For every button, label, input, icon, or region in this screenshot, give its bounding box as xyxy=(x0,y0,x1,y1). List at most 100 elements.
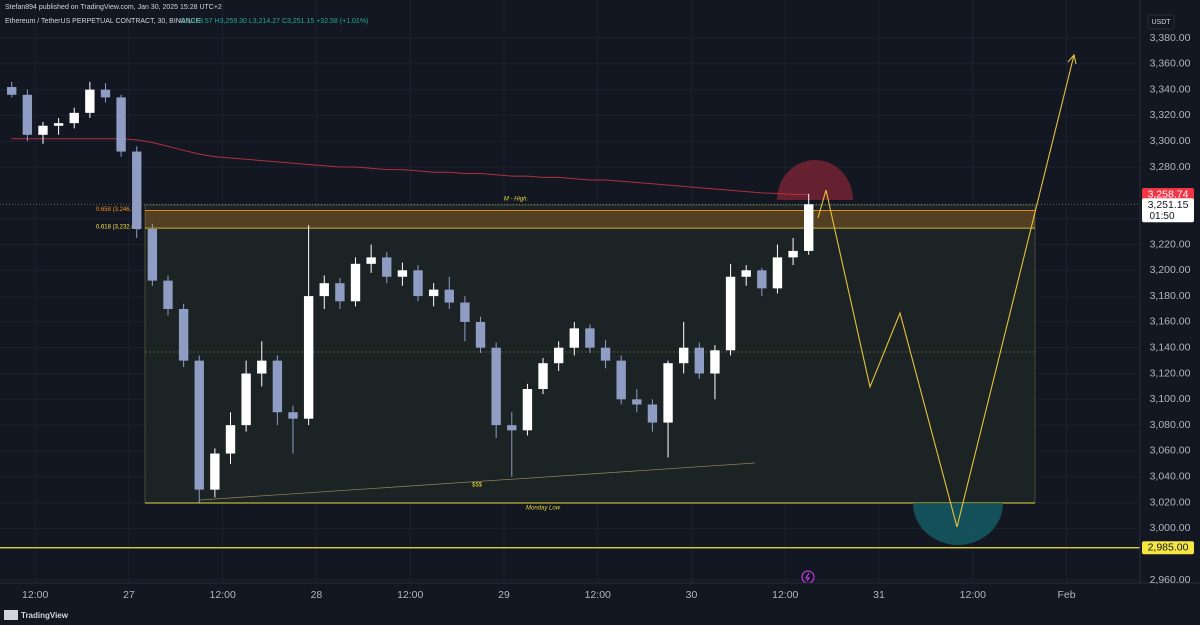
y-tick-label: 3,120.00 xyxy=(1150,367,1191,379)
fib-label: 0.618 (3,232.65) xyxy=(96,225,140,231)
y-tick-label: 3,060.00 xyxy=(1150,445,1191,457)
symbol-title: Ethereum / TetherUS PERPETUAL CONTRACT, … xyxy=(5,18,201,25)
range-box xyxy=(144,204,1036,504)
candle-body xyxy=(725,276,736,351)
candle-body xyxy=(444,289,454,303)
y-tick-label: 3,360.00 xyxy=(1150,58,1191,70)
candle-body xyxy=(53,123,64,126)
price-badge xyxy=(1142,541,1194,555)
red-semicircle xyxy=(777,160,853,200)
currency: USDT xyxy=(1151,19,1171,26)
candle-body xyxy=(366,257,376,264)
y-tick-label: 3,000.00 xyxy=(1150,522,1191,534)
y-tick-label: 3,140.00 xyxy=(1150,341,1191,353)
y-tick-label: 3,380.00 xyxy=(1150,32,1191,44)
price-badge-label: 2,985.00 xyxy=(1148,542,1189,554)
footer xyxy=(0,605,1200,625)
y-tick-label: 3,080.00 xyxy=(1150,419,1191,431)
y-tick-label: 2,960.00 xyxy=(1150,574,1191,586)
price-badge-label: 3,258.74 xyxy=(1148,188,1189,200)
y-tick-label: 3,320.00 xyxy=(1150,109,1191,121)
x-tick-label: 12:00 xyxy=(960,589,986,601)
candle-body xyxy=(538,363,548,390)
x-tick-label: 31 xyxy=(873,589,885,601)
y-tick-label: 3,340.00 xyxy=(1150,83,1191,95)
x-tick-label: 28 xyxy=(311,589,323,601)
x-tick-label: Feb xyxy=(1058,589,1076,601)
publisher: Stefan894 published on TradingView.com, … xyxy=(5,4,222,11)
candle-body xyxy=(210,453,220,490)
candle-body xyxy=(553,347,564,364)
candle-body xyxy=(178,309,189,361)
candle-body xyxy=(163,280,173,309)
candle-body xyxy=(678,347,689,364)
candle-body xyxy=(694,347,705,374)
y-tick-label: 3,100.00 xyxy=(1150,393,1191,405)
candle-body xyxy=(147,228,158,281)
candle-body xyxy=(460,302,470,322)
event-icon-bolt xyxy=(805,572,810,582)
y-tick-label: 3,040.00 xyxy=(1150,471,1191,483)
currency-box[interactable] xyxy=(1147,14,1175,30)
projection-path xyxy=(817,54,1075,528)
y-tick-label: 3,280.00 xyxy=(1150,161,1191,173)
y-tick-label: 3,160.00 xyxy=(1150,316,1191,328)
brand: TradingView xyxy=(21,611,69,620)
fib-label: 0.658 (3,246.37) xyxy=(96,207,140,213)
price-badge xyxy=(1142,187,1194,201)
annotation: M - High. xyxy=(504,197,528,203)
last-price-badge xyxy=(1142,198,1194,223)
candle-body xyxy=(38,125,48,135)
candle-body xyxy=(663,363,673,423)
fib-zone xyxy=(145,210,1035,229)
candle-body xyxy=(788,250,798,258)
candle-body xyxy=(319,283,329,297)
candle-body xyxy=(569,328,579,348)
candle-body xyxy=(616,360,626,400)
candle-body xyxy=(132,151,142,229)
candle-body xyxy=(772,257,783,289)
x-tick-label: 29 xyxy=(498,589,510,601)
x-tick-label: 12:00 xyxy=(772,589,798,601)
candle-body xyxy=(757,270,767,289)
candle-body xyxy=(7,87,17,95)
indicator-line xyxy=(11,138,809,195)
annotation: Monday Low xyxy=(526,506,561,512)
y-tick-label: 3,180.00 xyxy=(1150,290,1191,302)
y-tick-label: 3,220.00 xyxy=(1150,238,1191,250)
y-tick-label: 3,200.00 xyxy=(1150,264,1191,276)
candle-body xyxy=(85,89,95,113)
candle-body xyxy=(100,89,111,98)
candle-body xyxy=(710,350,720,374)
x-tick-label: 12:00 xyxy=(585,589,611,601)
countdown: 01:50 xyxy=(1149,211,1174,222)
candle-body xyxy=(632,399,642,405)
y-tick-label: 3,020.00 xyxy=(1150,496,1191,508)
candle-body xyxy=(585,328,595,348)
candle-body xyxy=(804,204,814,251)
candle-body xyxy=(475,321,486,348)
candle-body xyxy=(491,347,501,426)
y-tick-label: 3,300.00 xyxy=(1150,135,1191,147)
candle-body xyxy=(241,373,251,426)
candle-body xyxy=(303,296,314,419)
x-tick-label: 12:00 xyxy=(22,589,48,601)
candle-body xyxy=(69,112,79,124)
candle-body xyxy=(647,404,658,423)
candle-body xyxy=(382,257,392,277)
candle-body xyxy=(428,289,439,297)
brand-logo xyxy=(4,610,18,620)
candle-body xyxy=(350,263,361,302)
candle-body xyxy=(116,97,126,152)
candle-body xyxy=(600,347,611,361)
candle-body xyxy=(522,389,533,431)
candle-body xyxy=(335,283,345,302)
trendline xyxy=(199,462,756,501)
candle-body xyxy=(272,360,283,413)
x-tick-label: 30 xyxy=(686,589,698,601)
candle-body xyxy=(257,360,267,374)
candle-body xyxy=(22,94,33,135)
candle-body xyxy=(225,425,236,454)
ohlc-values: O3,218.57 H3,259.30 L3,214.27 C3,251.15 … xyxy=(180,18,368,25)
